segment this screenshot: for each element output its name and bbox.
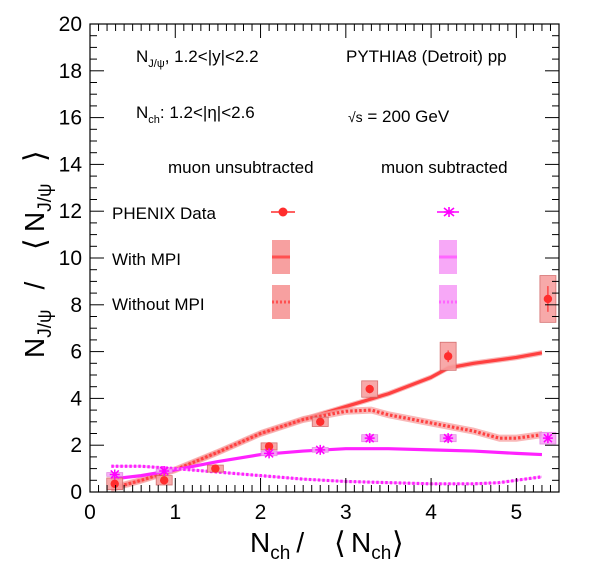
- svg-text:NJ/ψ/: NJ/ψ /: [19, 281, 56, 358]
- chart-data-layer: [106, 275, 557, 492]
- y-axis-title: NJ/ψ/ ⟨ NJ/ψ ⟩: [19, 150, 56, 358]
- y-tick-label: 12: [59, 200, 82, 223]
- generator-label: PYTHIA8 (Detroit) pp: [346, 47, 507, 66]
- x-tick-label: 0: [84, 501, 96, 524]
- y-tick-label: 16: [59, 107, 82, 130]
- y-tick-label: 8: [70, 294, 82, 317]
- y-tick-label: 2: [70, 434, 82, 457]
- x-axis-title: Nch / ⟨ Nch ⟩: [250, 527, 404, 564]
- x-tick-label: 1: [169, 501, 181, 524]
- data-point-sub-marker: [264, 448, 275, 459]
- data-point-unsub-marker: [443, 352, 453, 361]
- data-point-sub-marker: [443, 433, 454, 444]
- with-mpi-curve: [111, 447, 543, 481]
- x-tick-label: 3: [340, 501, 352, 524]
- x-tick-label: 5: [511, 501, 523, 524]
- y-tick-label: 6: [70, 341, 82, 364]
- x-title-sub: ch: [270, 543, 290, 564]
- y-tick-label: 18: [59, 60, 82, 83]
- data-point-sub-marker: [159, 465, 170, 476]
- axis-ticks: [89, 23, 560, 493]
- x-tick-labels: 0 1 2 3 4 5: [84, 501, 522, 524]
- sel1-main: N: [136, 47, 148, 66]
- legend-row-nompi: Without MPI: [112, 295, 205, 314]
- y-tick-label: 20: [59, 13, 82, 36]
- y-tick-label: 14: [59, 153, 83, 176]
- legend-symbols: [271, 207, 459, 319]
- y-title-langle: ⟨: [19, 238, 52, 250]
- data-point-sub-marker: [364, 433, 375, 444]
- energy-rest: = 200 GeV: [363, 107, 450, 126]
- legend-col-sub: muon subtracted: [381, 158, 508, 177]
- x-title-langle: ⟨: [334, 527, 346, 560]
- svg-text:Nch: 1.2<|η|<2.6: Nch: 1.2<|η|<2.6: [136, 103, 255, 126]
- sel2-rest: : 1.2<|η|<2.6: [160, 103, 255, 122]
- data-point-unsub-marker: [211, 464, 220, 473]
- svg-text:NJ/ψ: NJ/ψ: [19, 183, 56, 232]
- legend-data-unsub-marker: [278, 207, 288, 217]
- x-title-main: N: [250, 527, 270, 558]
- y-title-den-sub: J/ψ: [35, 183, 56, 211]
- svg-text:√s = 200 GeV: √s = 200 GeV: [348, 107, 450, 126]
- x-title-slash: /: [296, 527, 304, 558]
- annotations: NJ/ψ, 1.2<|y|<2.2 Nch: 1.2<|η|<2.6 PYTHI…: [136, 47, 507, 126]
- legend-col-unsub: muon unsubtracted: [168, 158, 314, 177]
- x-tick-label: 2: [255, 501, 267, 524]
- sel1-sub: J/ψ: [148, 58, 165, 70]
- svg-text:Nch/: Nch /: [250, 527, 304, 564]
- legend: muon unsubtracted muon subtracted PHENIX…: [112, 158, 508, 314]
- data-point-unsub-marker: [365, 384, 374, 394]
- energy-root: √s: [348, 109, 363, 125]
- x-title-den-main: N: [351, 527, 371, 558]
- svg-text:NJ/ψ, 1.2<|y|<2.2: NJ/ψ, 1.2<|y|<2.2: [136, 47, 259, 70]
- data-point-unsub-marker: [110, 479, 119, 489]
- x-tick-label: 4: [425, 501, 437, 524]
- sel2-main: N: [136, 103, 148, 122]
- data-point-unsub-marker: [543, 294, 553, 304]
- y-tick-label: 10: [59, 247, 82, 270]
- y-tick-labels: 0 2 4 6 8 10 12 14 16 18 20: [59, 13, 83, 504]
- y-tick-label: 0: [70, 481, 82, 504]
- legend-data-sub-marker: [443, 207, 455, 217]
- y-title-slash: /: [19, 281, 50, 289]
- svg-text:Nch: Nch: [351, 527, 391, 564]
- y-title-main: N: [19, 338, 50, 358]
- sel1-rest: , 1.2<|y|<2.2: [165, 47, 259, 66]
- x-title-den-sub: ch: [371, 543, 391, 564]
- data-point-sub-marker: [109, 469, 120, 480]
- data-point-unsub-marker: [316, 417, 325, 426]
- y-title-sub: J/ψ: [35, 309, 56, 337]
- legend-row-mpi: With MPI: [112, 250, 181, 269]
- data-point-unsub-marker: [264, 442, 274, 451]
- sel2-sub: ch: [148, 114, 160, 126]
- data-point-sub-marker: [542, 433, 553, 444]
- y-title-den-main: N: [19, 212, 50, 232]
- data-point-unsub-marker: [159, 476, 169, 485]
- legend-row-data: PHENIX Data: [112, 204, 216, 223]
- y-tick-label: 4: [70, 387, 82, 410]
- x-title-rangle: ⟩: [392, 527, 404, 560]
- y-title-rangle: ⟩: [19, 150, 52, 162]
- data-point-sub-marker: [315, 444, 326, 455]
